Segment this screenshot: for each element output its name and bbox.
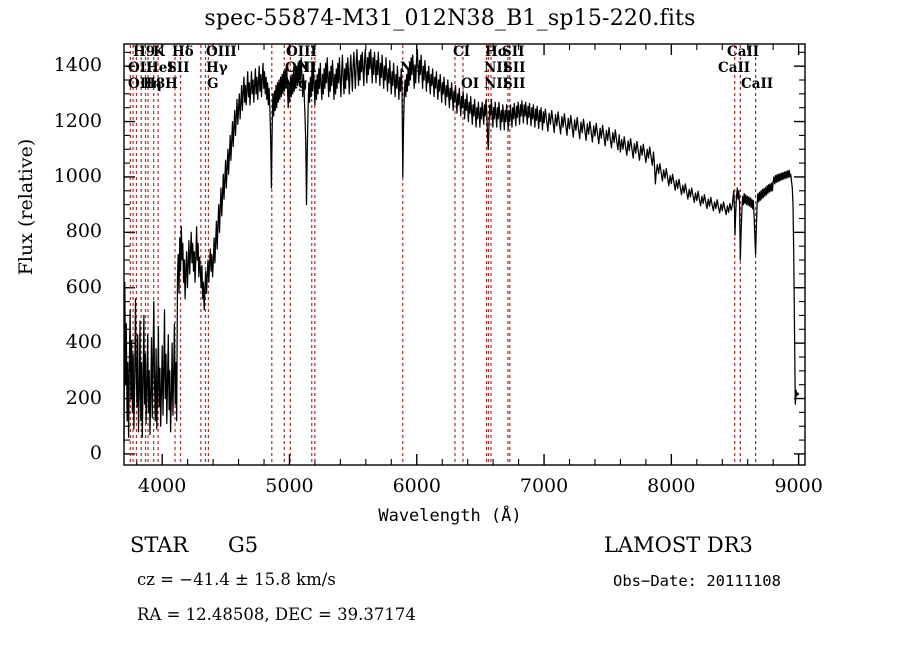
line-label-OIII: OIII bbox=[285, 60, 316, 76]
line-label-CaII: CaII bbox=[727, 44, 760, 60]
x-tick-8000: 8000 bbox=[647, 475, 696, 497]
x-tick-4000: 4000 bbox=[137, 475, 187, 497]
line-label-SII: SII bbox=[503, 76, 526, 92]
line-label-OIII: OIII bbox=[286, 44, 317, 60]
line-label-CI: CI bbox=[453, 44, 471, 60]
line-label-OIII: OIII bbox=[206, 44, 237, 60]
x-tick-7000: 7000 bbox=[519, 475, 569, 497]
footer-object-type: STAR bbox=[130, 533, 189, 557]
y-tick-1200: 1200 bbox=[53, 109, 102, 132]
line-label-H8: H8 bbox=[143, 76, 166, 92]
x-tick-9000: 9000 bbox=[774, 475, 823, 497]
line-label-H: Hα bbox=[485, 44, 509, 60]
line-label-SII: SII bbox=[167, 60, 190, 76]
y-tick-0: 0 bbox=[89, 441, 102, 464]
y-tick-1400: 1400 bbox=[53, 54, 102, 77]
line-label-G: G bbox=[207, 76, 219, 92]
line-label-OII: OII bbox=[128, 60, 153, 76]
line-label-NI: NI bbox=[298, 60, 317, 76]
footer-obs-date: Obs−Date: 20111108 bbox=[613, 572, 781, 590]
x-tick-6000: 6000 bbox=[392, 475, 441, 497]
line-label-SII: SII bbox=[503, 60, 526, 76]
footer-redshift-velocity: cz = −41.4 ± 15.8 km/s bbox=[137, 570, 336, 589]
line-label-NII: NII bbox=[484, 76, 509, 92]
footer-coordinates: RA = 12.48508, DEC = 39.37174 bbox=[137, 605, 416, 624]
x-tick-5000: 5000 bbox=[265, 475, 314, 497]
y-tick-800: 800 bbox=[65, 220, 102, 243]
line-label-NII: NII bbox=[484, 60, 509, 76]
line-label-K: K bbox=[153, 44, 165, 60]
footer-survey: LAMOST DR3 bbox=[604, 533, 753, 557]
line-label-Na: Na bbox=[400, 60, 422, 76]
line-label-Mg: Mg bbox=[283, 76, 308, 92]
line-label-H: Hγ bbox=[206, 60, 228, 76]
y-tick-400: 400 bbox=[65, 331, 102, 354]
line-label-SII: SII bbox=[502, 44, 525, 60]
line-label-H: H bbox=[165, 76, 178, 92]
y-tick-600: 600 bbox=[65, 275, 102, 298]
x-axis-label: Wavelength (Å) bbox=[378, 506, 522, 526]
footer-spectral-class: G5 bbox=[228, 533, 259, 557]
y-tick-1000: 1000 bbox=[53, 164, 102, 187]
line-label-OII: OII bbox=[128, 76, 153, 92]
page-title: spec-55874-M31_012N38_B1_sp15-220.fits bbox=[204, 6, 696, 31]
line-label-H: Hδ bbox=[172, 44, 194, 60]
line-label-OI: OI bbox=[461, 76, 480, 92]
line-label-H9: H9 bbox=[133, 44, 156, 60]
line-label-HeI: HeI bbox=[146, 60, 174, 76]
line-label-CaII: CaII bbox=[718, 60, 751, 76]
line-label-: η bbox=[152, 76, 162, 92]
y-tick-200: 200 bbox=[65, 386, 102, 409]
line-label-CaII: CaII bbox=[741, 76, 774, 92]
